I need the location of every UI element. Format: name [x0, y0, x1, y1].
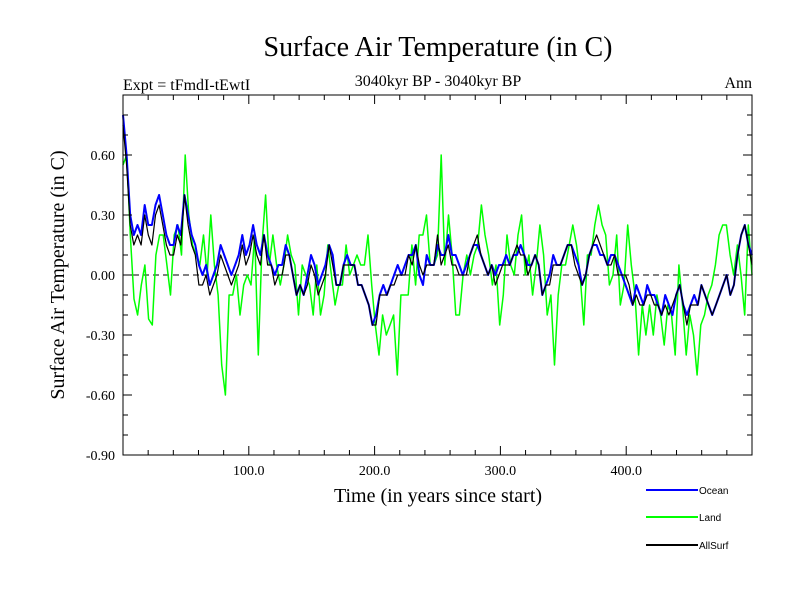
- x-tick-label: 300.0: [485, 464, 517, 479]
- y-tick-label: -0.60: [86, 389, 115, 404]
- legend-label-land: Land: [699, 513, 721, 524]
- series-line-ocean: [122, 114, 753, 326]
- y-tick-label: -0.90: [86, 449, 115, 464]
- legend-label-allsurf: AllSurf: [699, 541, 729, 552]
- y-tick-label: 0.30: [91, 209, 116, 224]
- y-tick-label: 0.00: [91, 269, 116, 284]
- series-line-land: [122, 154, 753, 396]
- x-tick-label: 200.0: [359, 464, 391, 479]
- x-tick-label: 100.0: [233, 464, 265, 479]
- chart-title: Surface Air Temperature (in C): [264, 32, 613, 63]
- plot-area: 100.0 200.0 300.0 400.0 -0.90 -0.60 -0.30 0.00 0…: [86, 94, 753, 479]
- legend: Ocean Land AllSurf: [646, 486, 729, 552]
- season-label: Ann: [724, 75, 752, 92]
- x-tick-label: 400.0: [610, 464, 642, 479]
- y-axis-label: Surface Air Temperature (in C): [47, 150, 69, 399]
- legend-label-ocean: Ocean: [699, 486, 728, 497]
- x-axis-label: Time (in years since start): [334, 485, 542, 507]
- y-tick-label: 0.60: [91, 149, 116, 164]
- y-tick-label: -0.30: [86, 329, 115, 344]
- period-label: 3040kyr BP - 3040kyr BP: [355, 73, 522, 90]
- series-line-allsurf: [122, 124, 753, 326]
- experiment-label: Expt = tFmdI-tEwtI: [123, 77, 250, 94]
